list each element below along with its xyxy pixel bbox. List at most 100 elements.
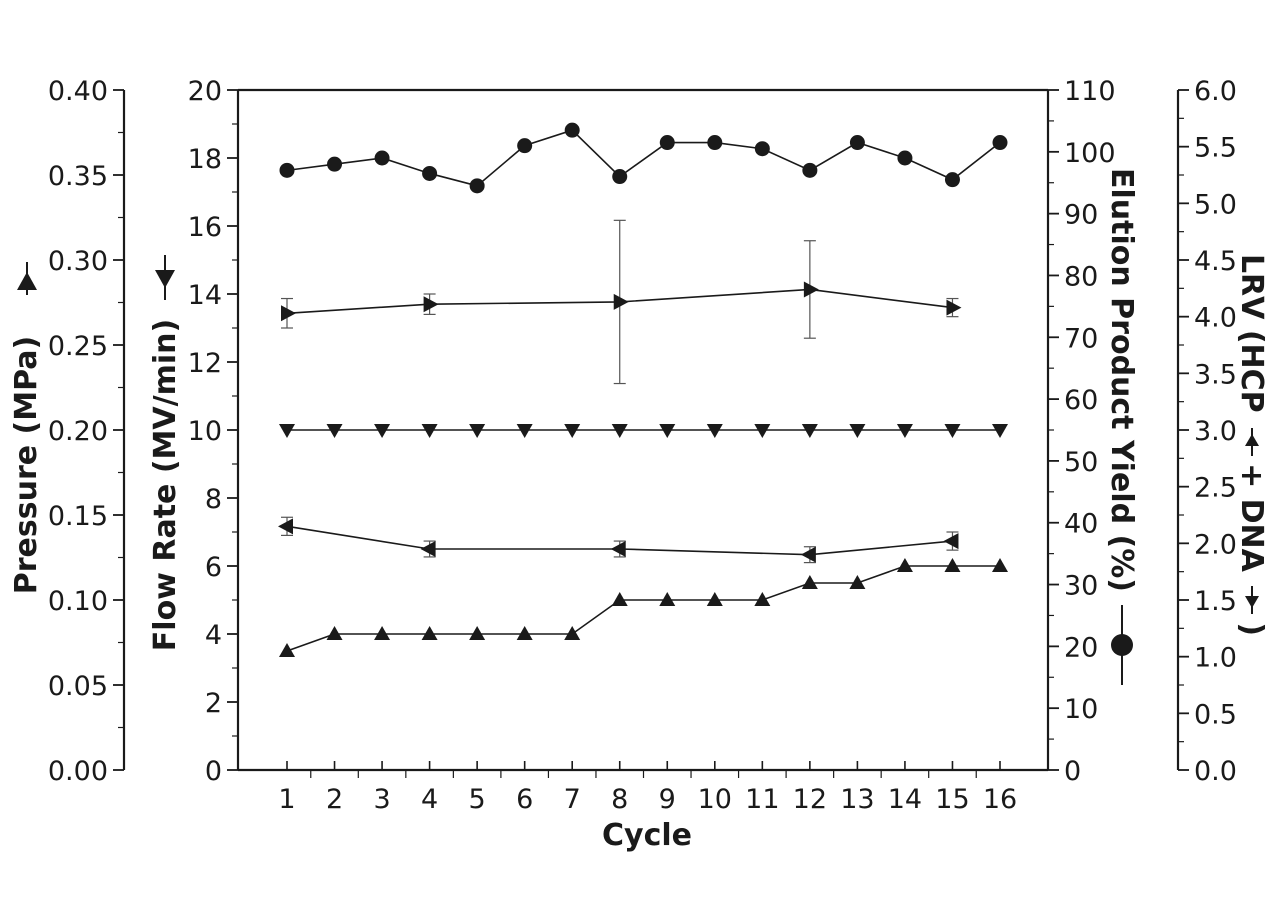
flow-tick-label: 4 [205, 620, 222, 651]
lrv-tick-label: 3.0 [1194, 416, 1237, 447]
lrv-tick-label: 1.0 [1194, 643, 1237, 674]
data-point [326, 424, 343, 438]
yield-tick-label: 100 [1064, 138, 1116, 169]
data-point [849, 424, 866, 438]
x-tick-label: 13 [840, 784, 874, 815]
flow-tick-label: 6 [205, 552, 222, 583]
data-point [420, 541, 436, 557]
data-point [564, 626, 581, 640]
lrv-tick-label: 4.5 [1194, 246, 1237, 277]
lrv-axis-title: LRV (HCP + DNA ) [1234, 254, 1269, 636]
data-point [516, 626, 533, 640]
data-point [944, 424, 961, 438]
data-point [849, 575, 866, 589]
flow-tick-label: 18 [188, 144, 222, 175]
data-point [279, 424, 295, 438]
data-point [706, 424, 723, 438]
series-pressure [279, 558, 1008, 657]
series-line [286, 565, 1000, 652]
data-point [612, 169, 628, 185]
data-point [754, 424, 771, 438]
yield-tick-label: 60 [1064, 385, 1098, 416]
data-point [421, 424, 438, 438]
pressure-legend-marker [17, 272, 37, 290]
x-tick-label: 10 [698, 784, 732, 815]
series-lrv-hcp [278, 516, 959, 564]
pressure-tick-label: 0.35 [48, 161, 108, 192]
data-point [564, 424, 581, 438]
data-point [944, 172, 960, 188]
data-point [564, 122, 580, 138]
yield-tick-label: 10 [1064, 694, 1098, 725]
yield-tick-label: 90 [1064, 200, 1098, 231]
data-point [944, 558, 961, 572]
data-point [992, 558, 1008, 572]
lrv-tick-label: 0.0 [1194, 756, 1237, 787]
lrv-tick-label: 6.0 [1194, 76, 1237, 107]
data-point [469, 626, 486, 640]
pressure-axis-title-text: Pressure (MPa) [9, 336, 44, 595]
lrv-title-part3: ) [1234, 622, 1269, 636]
yield-axis-title-text: Elution Product Yield (%) [1104, 168, 1139, 592]
x-tick-label: 7 [564, 784, 581, 815]
pressure-axis-title: Pressure (MPa) [9, 262, 44, 594]
data-point [279, 643, 295, 657]
data-point [946, 299, 962, 316]
data-point [611, 424, 628, 438]
data-point [849, 135, 865, 151]
yield-tick-label: 20 [1064, 632, 1098, 663]
data-point [516, 424, 533, 438]
data-point [611, 592, 628, 606]
data-point [802, 162, 818, 178]
data-point [374, 150, 390, 166]
flow-tick-label: 14 [188, 280, 222, 311]
data-point [423, 296, 439, 313]
x-tick-label: 11 [745, 784, 779, 815]
data-point [800, 546, 816, 563]
x-tick-label: 5 [469, 784, 486, 815]
data-point [943, 533, 959, 550]
data-point [801, 575, 818, 589]
data-point [278, 518, 293, 535]
x-tick-label: 2 [326, 784, 343, 815]
data-point [517, 138, 533, 154]
lrv-tick-label: 4.0 [1194, 303, 1237, 334]
yield-tick-label: 80 [1064, 261, 1098, 292]
x-tick-label: 4 [421, 784, 438, 815]
x-axis-title: Cycle [602, 818, 692, 853]
yield-tick-label: 70 [1064, 323, 1098, 354]
data-point [374, 626, 391, 640]
x-tick-label: 6 [516, 784, 533, 815]
flow-tick-label: 10 [188, 416, 222, 447]
lrv-title-part1: LRV (HCP [1234, 254, 1269, 413]
flow-legend-marker [155, 270, 175, 288]
yield-axis-title: Elution Product Yield (%) [1104, 168, 1139, 685]
data-point [281, 305, 296, 322]
x-tick-label: 12 [793, 784, 827, 815]
pressure-tick-label: 0.15 [48, 501, 108, 532]
yield-tick-label: 50 [1064, 447, 1098, 478]
yield-tick-label: 40 [1064, 509, 1098, 540]
x-tick-label: 16 [983, 784, 1017, 815]
lrv-tick-label: 3.5 [1194, 359, 1237, 390]
series-flow-rate [279, 424, 1008, 438]
data-point [374, 424, 391, 438]
pressure-tick-label: 0.40 [48, 76, 108, 107]
flow-tick-label: 16 [188, 212, 222, 243]
pressure-tick-label: 0.25 [48, 331, 108, 362]
data-point [610, 541, 626, 557]
lrv-tick-label: 5.5 [1194, 133, 1237, 164]
lrv-dna-legend [1245, 586, 1259, 614]
lrv-tick-label: 5.0 [1194, 189, 1237, 220]
flow-tick-label: 20 [188, 76, 222, 107]
flow-tick-label: 0 [205, 756, 222, 787]
data-point [469, 424, 486, 438]
pressure-tick-label: 0.10 [48, 586, 108, 617]
data-point [896, 424, 913, 438]
flow-tick-label: 12 [188, 348, 222, 379]
data-point [659, 592, 676, 606]
data-point [896, 558, 913, 572]
pressure-tick-label: 0.05 [48, 671, 108, 702]
series-elution-product-yield [279, 122, 1008, 194]
